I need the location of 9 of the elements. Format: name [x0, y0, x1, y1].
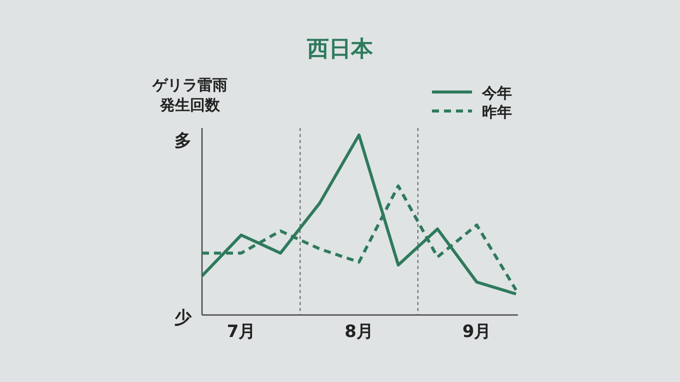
text: 少 — [174, 308, 192, 328]
x-tick-label: 8月 — [344, 322, 374, 342]
x-tick-label: 9月 — [462, 322, 492, 342]
chart-title: 西日本 — [306, 37, 374, 62]
x-tick-label: 7月 — [226, 322, 256, 342]
text: 多 — [174, 131, 192, 151]
legend-label: 今年 — [481, 84, 512, 102]
y-axis-title: ゲリラ雷雨発生回数 — [152, 76, 228, 114]
legend-label: 昨年 — [482, 103, 512, 121]
